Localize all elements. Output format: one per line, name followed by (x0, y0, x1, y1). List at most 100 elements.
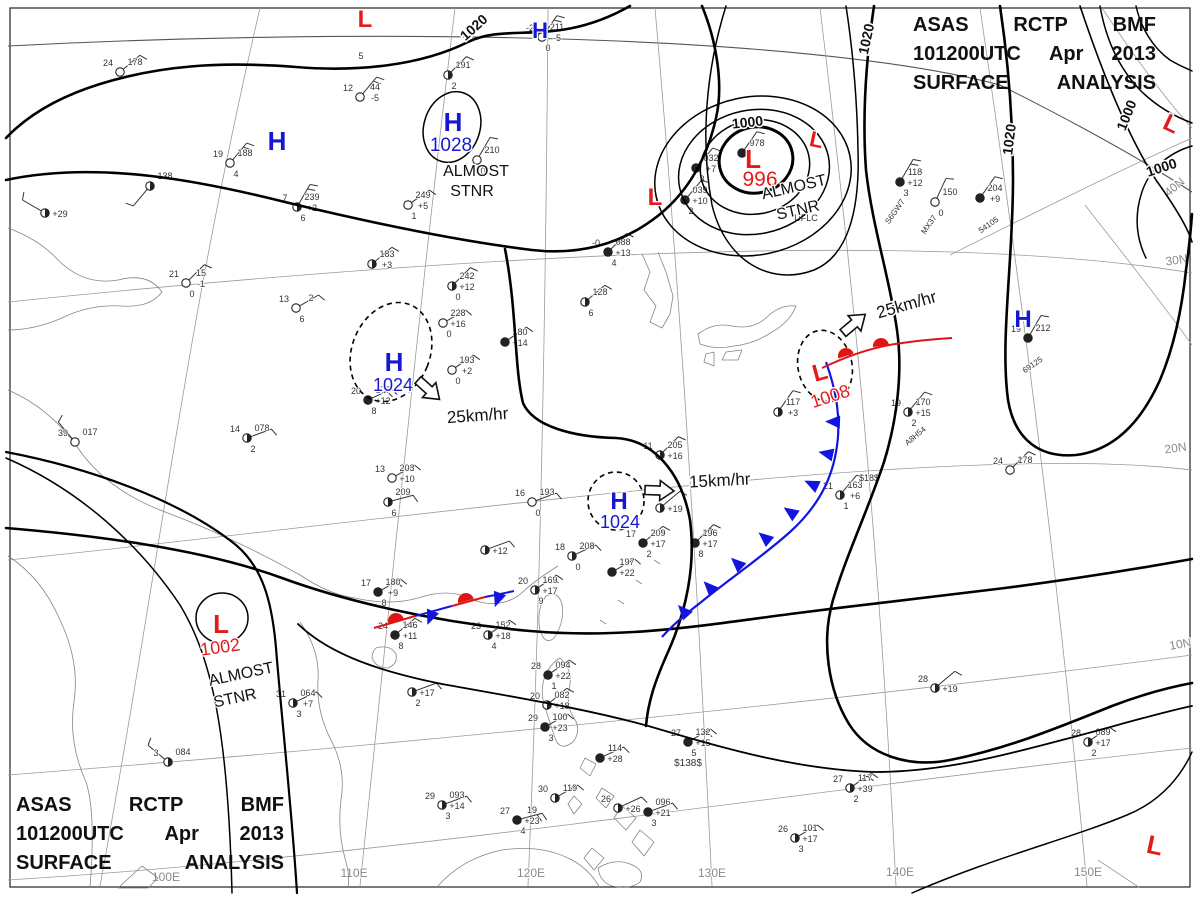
title-word: BMF (240, 794, 284, 816)
pressure-value: 1002 (199, 634, 241, 659)
station-value-ul: 27 (500, 806, 510, 816)
station-value-ul: 18 (555, 542, 565, 552)
stationary-front-segment (373, 615, 416, 629)
station-value-lr: 4 (491, 641, 496, 651)
station-circle (355, 92, 365, 102)
station-value-r: +17 (542, 586, 557, 596)
station-value-r: +16 (450, 319, 465, 329)
wind-barb-tick (395, 581, 403, 588)
wind-barb (491, 619, 510, 634)
station-value-lr: 8 (371, 406, 376, 416)
station-half-fill (908, 407, 913, 417)
station-value-ur: 188 (237, 148, 252, 158)
wind-barb-tick (1028, 451, 1036, 456)
isobar-value-label: 1000 (731, 112, 764, 131)
station-plot: 19 212 (1010, 314, 1051, 343)
station-value-ur: 152 (495, 620, 510, 630)
station-value-ur: 132 (695, 727, 710, 737)
station-value-r: +19 (667, 504, 682, 514)
150E-line (979, 7, 1088, 887)
station-value-ur: 978 (749, 138, 764, 148)
station-value-ur: 138 (157, 171, 172, 181)
station-plot: 20 169+179 (517, 574, 564, 607)
station-value-ur: 117 (858, 773, 872, 783)
wind-barb (381, 578, 401, 591)
station-value-ur: 096 (655, 797, 670, 807)
wind-barb (520, 812, 543, 820)
station-value-r: +3 (382, 260, 392, 270)
station-plot: +19 (655, 490, 688, 515)
graticule-label: 110E (340, 866, 367, 880)
station-value-lr: 4 (233, 169, 238, 179)
low-pressure-letter: L (213, 609, 229, 639)
title-word: Apr (164, 823, 199, 845)
station-value-ul: 30 (538, 784, 548, 794)
wind-barb-tick (509, 540, 515, 548)
station-value-ur: 205 (667, 440, 682, 450)
wind-barb-tick (489, 136, 498, 140)
station-value-ul: 20 (530, 691, 540, 701)
fronts (373, 337, 953, 638)
station-value-ul: 20 (518, 576, 528, 586)
station-value-lr: 2 (250, 444, 255, 454)
wind-barb-tick (556, 574, 564, 581)
station-plot: 20 177+128 (350, 384, 398, 417)
high-pressure-letter: H (268, 126, 287, 156)
pressure-value: 1024 (373, 375, 413, 395)
cold-front-triangle (818, 448, 835, 462)
wind-barb (645, 525, 664, 541)
station-plot: 039+102 (680, 179, 710, 217)
station-plot: 117+3 (773, 390, 801, 419)
station-value-lr: 0 (575, 562, 580, 572)
map-border (9, 7, 1191, 888)
wind-barb-tick (400, 578, 407, 585)
station-value-ur: 211 (550, 22, 564, 32)
wind-barb (478, 137, 491, 157)
station-circle (181, 278, 191, 288)
wind-barb-tick (756, 131, 765, 135)
station-plot: 24 178 (992, 451, 1036, 475)
station-value-r: +28 (607, 754, 622, 764)
wind-barb-tick (307, 188, 316, 191)
station-circle (737, 148, 747, 158)
graticule-label: 130E (698, 866, 726, 880)
coastline (117, 865, 159, 889)
station-plot: 19 188 4 (212, 142, 255, 180)
pressure-value: 1028 (430, 135, 472, 156)
station-plot: 3 084 (147, 737, 191, 767)
station-value-lr: 0 (446, 329, 451, 339)
wind-barb (621, 796, 642, 807)
title-line-2: 101200UTC Apr 2013 (16, 823, 284, 846)
wind-barb (549, 687, 568, 703)
wind-barb (743, 131, 758, 150)
station-value-ul: 27 (671, 728, 681, 738)
isobar-value-label: 1020 (999, 123, 1019, 156)
station-value-lr: 0 (938, 208, 943, 218)
station-value-r: +12 (375, 396, 390, 406)
stationary-front-segment (414, 605, 453, 617)
station-value-r: +2 (462, 366, 472, 376)
station-half-fill (1088, 737, 1093, 747)
wind-barb (57, 421, 73, 440)
station-plot: 30 119 (537, 782, 584, 803)
movement-arrow (838, 313, 867, 338)
station-value-r: +6 (850, 491, 860, 501)
station-value-ur: 032 (703, 153, 718, 163)
wind-barb-tick (577, 784, 584, 791)
station-value-r: +19 (942, 684, 957, 694)
station-value-r: +13 (615, 248, 630, 258)
title-word: Apr (1048, 43, 1084, 65)
pressure-value: 996 (742, 168, 777, 191)
wind-barb (250, 428, 272, 438)
station-value-r: +14 (449, 801, 464, 811)
wind-barb (910, 391, 926, 410)
coastline (599, 559, 661, 625)
station-value-ur: 017 (82, 427, 97, 437)
wind-barb-tick (147, 737, 152, 746)
station-circle (447, 365, 457, 375)
ship-callsign: 69125 (1021, 355, 1045, 375)
graticule-label: 150E (1074, 865, 1102, 879)
station-value-r: +12 (907, 178, 922, 188)
